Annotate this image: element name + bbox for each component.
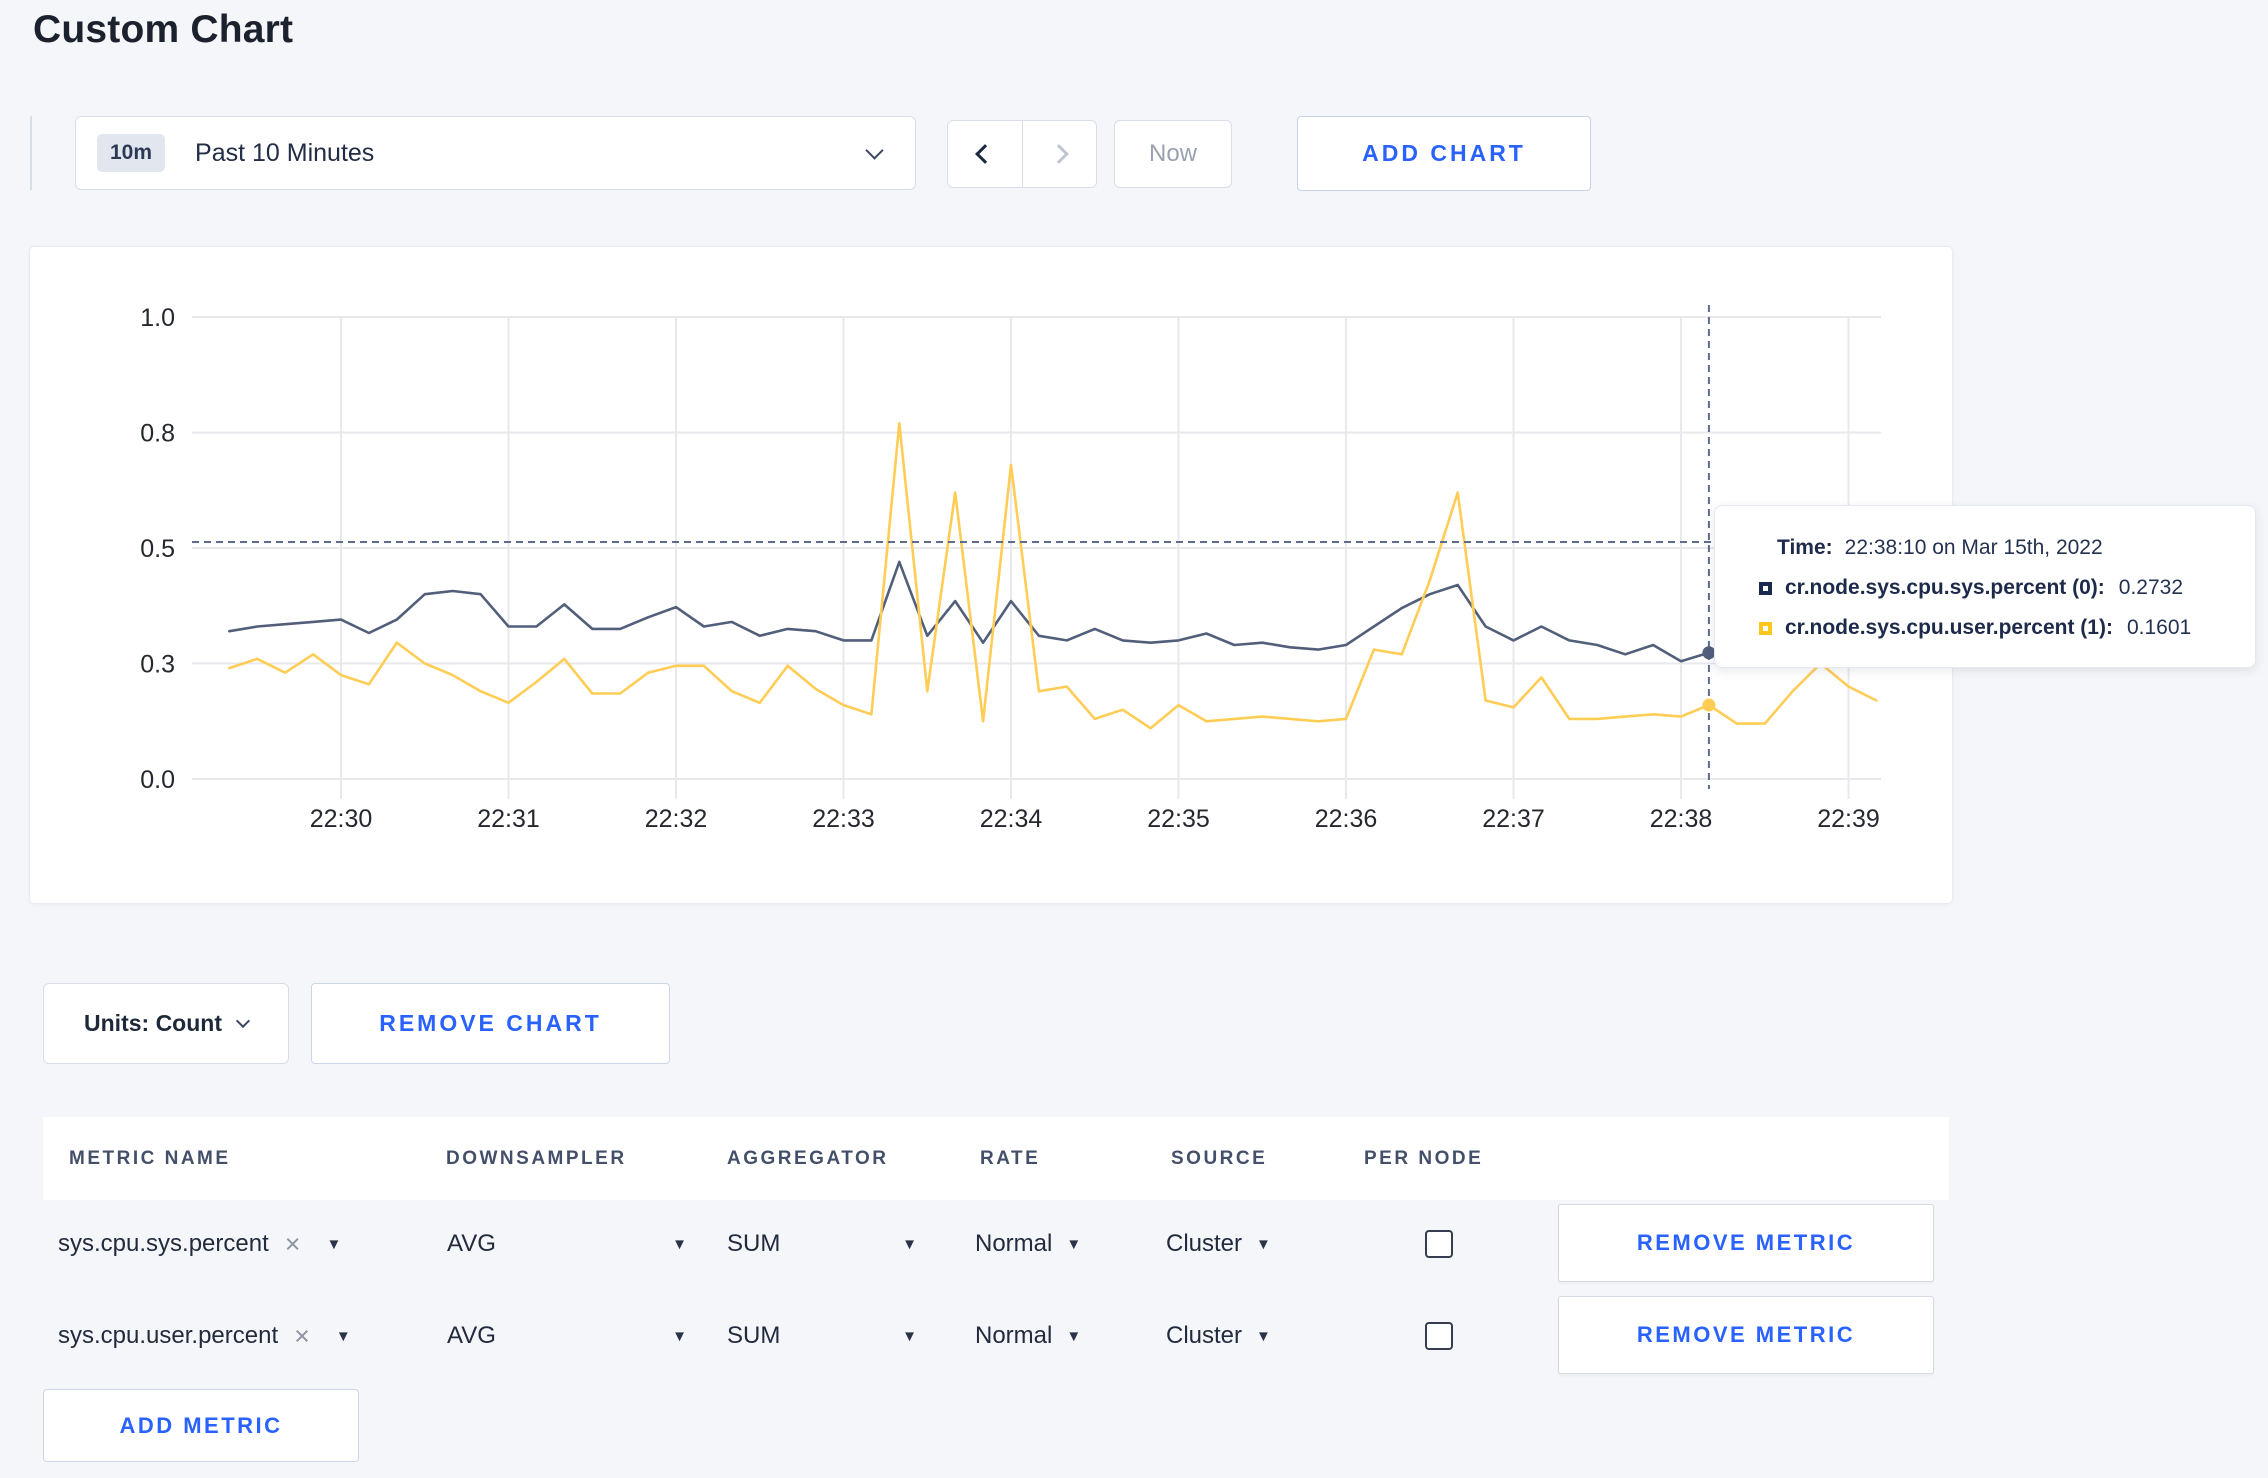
source-select[interactable]: Cluster ▼	[1166, 1296, 1271, 1376]
units-dropdown[interactable]: Units: Count	[43, 983, 289, 1064]
tooltip-series-0-label: cr.node.sys.cpu.sys.percent (0):	[1785, 576, 2105, 599]
dropdown-caret-icon: ▼	[1066, 1235, 1082, 1253]
col-header-downsampler: DOWNSAMPLER	[446, 1147, 627, 1169]
tooltip-series-row: cr.node.sys.cpu.user.percent (1): 0.1601	[1759, 616, 2255, 640]
dropdown-caret-icon: ▼	[902, 1327, 917, 1345]
chart-plot[interactable]: 1.0 0.8 0.5 0.3 0.0 22:30 22:31 22:32 22:33 22:34…	[30, 247, 1952, 903]
toolbar-divider	[30, 116, 32, 190]
metric-name-select[interactable]: sys.cpu.user.percent × ▼	[58, 1296, 418, 1376]
chevron-right-icon	[1049, 144, 1070, 164]
time-window-label: Past 10 Minutes	[195, 138, 375, 167]
col-header-aggregator: AGGREGATOR	[727, 1147, 889, 1169]
next-time-button[interactable]	[1023, 121, 1097, 187]
downsampler-value: AVG	[447, 1322, 496, 1349]
remove-metric-button[interactable]: REMOVE METRIC	[1558, 1296, 1934, 1374]
table-row: sys.cpu.user.percent × ▼ AVG ▼ SUM ▼ Nor…	[43, 1296, 1949, 1376]
col-header-per-node: PER NODE	[1364, 1147, 1484, 1169]
tooltip-time-label: Time:	[1777, 536, 1833, 559]
x-tick-label: 22:31	[477, 805, 540, 833]
per-node-checkbox[interactable]	[1425, 1230, 1453, 1258]
rate-value: Normal	[975, 1230, 1053, 1257]
x-tick-label: 22:32	[645, 805, 708, 833]
rate-value: Normal	[975, 1322, 1053, 1349]
downsampler-value: AVG	[447, 1230, 496, 1257]
tooltip-series-0-value: 0.2732	[2118, 576, 2184, 599]
chevron-down-icon	[865, 141, 884, 160]
chart-tooltip: Time: 22:38:10 on Mar 15th, 2022 cr.node.…	[1714, 505, 2256, 668]
rate-select[interactable]: Normal ▼	[975, 1296, 1081, 1376]
y-tick-label: 0.5	[140, 535, 175, 563]
tooltip-series-row: cr.node.sys.cpu.sys.percent (0): 0.2732	[1759, 576, 2255, 600]
units-label: Units: Count	[84, 1010, 222, 1036]
x-tick-label: 22:34	[980, 805, 1043, 833]
y-tick-label: 1.0	[140, 304, 175, 332]
series-0-swatch-icon	[1759, 581, 1772, 595]
hover-dot-0	[1702, 646, 1716, 660]
y-tick-label: 0.3	[140, 651, 175, 679]
tooltip-time-row: Time: 22:38:10 on Mar 15th, 2022	[1777, 536, 2255, 560]
metrics-table-header: METRIC NAME DOWNSAMPLER AGGREGATOR RATE …	[43, 1117, 1949, 1200]
y-tick-label: 0.0	[140, 766, 175, 794]
x-tick-label: 22:33	[812, 805, 875, 833]
downsampler-select[interactable]: AVG ▼	[447, 1204, 687, 1284]
source-value: Cluster	[1166, 1322, 1243, 1349]
source-select[interactable]: Cluster ▼	[1166, 1204, 1271, 1284]
dropdown-caret-icon: ▼	[902, 1235, 917, 1253]
x-tick-label: 22:37	[1482, 805, 1545, 833]
rate-select[interactable]: Normal ▼	[975, 1204, 1081, 1284]
hover-dot-1	[1702, 698, 1716, 712]
per-node-checkbox[interactable]	[1425, 1322, 1453, 1350]
aggregator-value: SUM	[727, 1322, 781, 1349]
dropdown-caret-icon: ▼	[1256, 1235, 1271, 1253]
x-tick-label: 22:35	[1147, 805, 1210, 833]
clear-metric-icon[interactable]: ×	[294, 1320, 310, 1351]
x-tick-label: 22:30	[310, 805, 373, 833]
aggregator-select[interactable]: SUM ▼	[727, 1204, 917, 1284]
dropdown-caret-icon: ▼	[1256, 1327, 1271, 1345]
tooltip-series-1-value: 0.1601	[2126, 616, 2192, 639]
dropdown-caret-icon: ▼	[1066, 1327, 1082, 1345]
dropdown-caret-icon: ▼	[672, 1235, 687, 1253]
time-nav-group	[947, 120, 1097, 188]
col-header-metric-name: METRIC NAME	[69, 1147, 231, 1169]
series-line-0	[228, 560, 1878, 665]
series-line-1	[228, 422, 1878, 730]
dropdown-caret-icon: ▼	[326, 1235, 342, 1253]
now-button[interactable]: Now	[1114, 120, 1232, 188]
y-tick-label: 0.8	[140, 420, 175, 448]
aggregator-select[interactable]: SUM ▼	[727, 1296, 917, 1376]
chevron-left-icon	[974, 144, 995, 164]
time-window-dropdown[interactable]: 10m Past 10 Minutes	[75, 116, 916, 190]
chart-card[interactable]: 1.0 0.8 0.5 0.3 0.0 22:30 22:31 22:32 22:33 22:34…	[29, 246, 1953, 904]
add-chart-button[interactable]: ADD CHART	[1297, 116, 1591, 191]
aggregator-value: SUM	[727, 1230, 781, 1257]
tooltip-time-value: 22:38:10 on Mar 15th, 2022	[1844, 536, 2103, 559]
clear-metric-icon[interactable]: ×	[284, 1228, 301, 1259]
page-title: Custom Chart	[33, 8, 294, 51]
chevron-down-icon	[235, 1013, 251, 1029]
col-header-source: SOURCE	[1171, 1147, 1268, 1169]
x-tick-label: 22:39	[1817, 805, 1880, 833]
remove-metric-button[interactable]: REMOVE METRIC	[1558, 1204, 1934, 1282]
x-tick-label: 22:38	[1650, 805, 1713, 833]
metric-name-value: sys.cpu.sys.percent	[58, 1230, 269, 1257]
prev-time-button[interactable]	[948, 121, 1023, 187]
dropdown-caret-icon: ▼	[672, 1327, 687, 1345]
add-metric-button[interactable]: ADD METRIC	[43, 1389, 359, 1462]
table-row: sys.cpu.sys.percent × ▼ AVG ▼ SUM ▼ Norm…	[43, 1204, 1949, 1284]
tooltip-series-1-label: cr.node.sys.cpu.user.percent (1):	[1785, 616, 2113, 639]
time-window-badge: 10m	[97, 134, 166, 172]
x-tick-label: 22:36	[1315, 805, 1378, 833]
dropdown-caret-icon: ▼	[335, 1327, 351, 1345]
series-1-swatch-icon	[1759, 621, 1772, 635]
col-header-rate: RATE	[980, 1147, 1041, 1169]
metric-name-select[interactable]: sys.cpu.sys.percent × ▼	[58, 1204, 418, 1284]
downsampler-select[interactable]: AVG ▼	[447, 1296, 687, 1376]
remove-chart-button[interactable]: REMOVE CHART	[311, 983, 670, 1064]
source-value: Cluster	[1166, 1230, 1243, 1257]
metric-name-value: sys.cpu.user.percent	[58, 1322, 279, 1349]
